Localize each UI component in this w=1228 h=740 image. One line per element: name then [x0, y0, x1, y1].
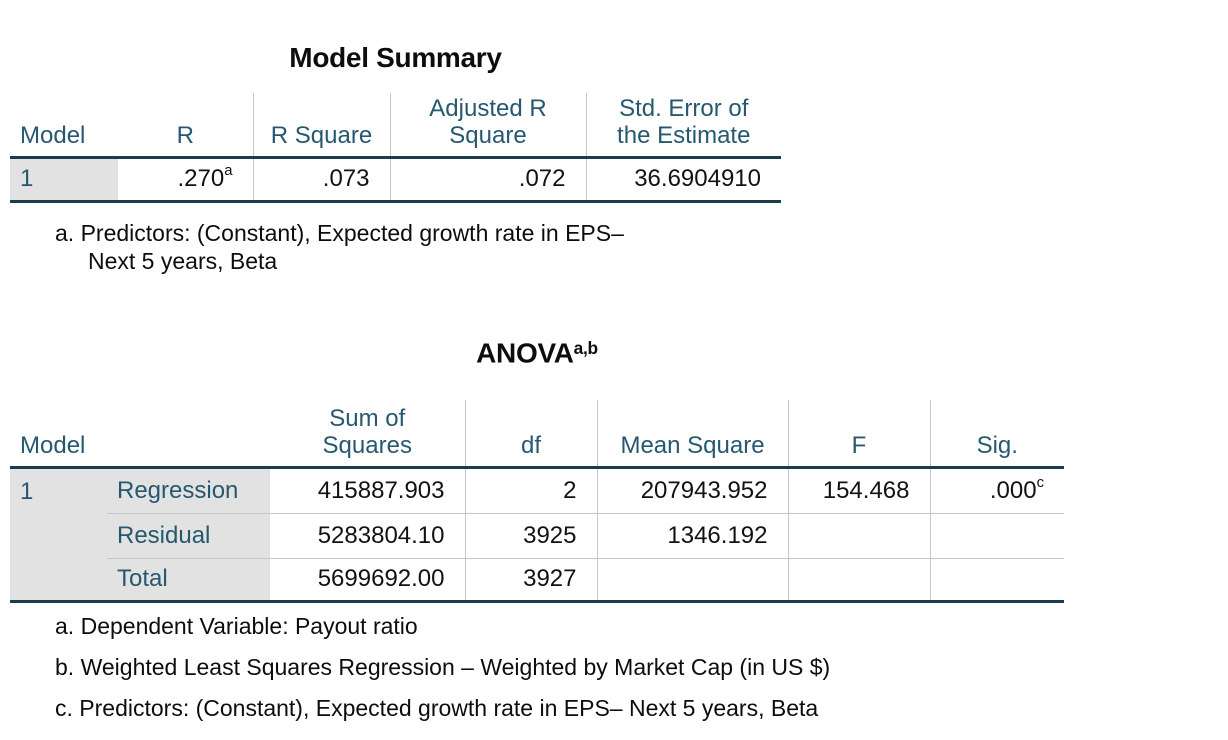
- column-header: Sum of Squares: [322, 404, 412, 459]
- footnote-marker: b.: [55, 654, 81, 680]
- table-row: Residual 5283804.10 3925 1346.192: [10, 512, 1064, 558]
- cell-value: [596, 557, 788, 601]
- cell-value: 207943.952: [596, 467, 788, 513]
- superscript-marker: c: [1036, 474, 1044, 491]
- cell-value: 3925: [464, 512, 597, 558]
- footnote: b. Weighted Least Squares Regression – W…: [55, 654, 831, 680]
- table-row: 1 Regression 415887.903 2 207943.952 154.468.…: [10, 467, 1064, 601]
- cell-value: 36.6904910: [585, 157, 781, 201]
- model-summary-footnotes: a. Predictors: (Constant), Expected grow…: [55, 219, 775, 288]
- cell-value: 415887.903: [317, 476, 445, 504]
- footnote: a. Predictors: (Constant), Expected grow…: [55, 220, 624, 274]
- column-header-model: Model: [20, 121, 86, 149]
- column-header: Adjusted R Square: [389, 93, 586, 157]
- cell-value: 5283804.10: [270, 512, 465, 558]
- model-summary-title: Model Summary: [289, 42, 502, 73]
- row-label: Residual: [107, 512, 270, 558]
- superscript-marker: a: [224, 163, 233, 180]
- column-header: df: [464, 400, 597, 467]
- column-header: F: [787, 400, 930, 467]
- column-header-model: Model: [20, 431, 86, 459]
- column-header: Mean Square: [596, 400, 788, 467]
- model-summary-table: Model R R Square Adjusted R Square Std. Error…: [10, 93, 781, 203]
- cell-value: .072: [389, 157, 586, 201]
- cell-value: .000c: [929, 467, 1064, 513]
- anova-footnotes: a. Dependent Variable: Payout ratio b. We…: [55, 612, 1055, 735]
- anova-table: Model Sum of Squares df Mean Square F Sig. 1 Re…: [10, 400, 1064, 603]
- footnote-marker: a.: [55, 220, 81, 246]
- row-label: 1: [10, 157, 118, 201]
- anova-body: 1 Regression 415887.903 2 207943.952 154.468.…: [10, 467, 1064, 601]
- cell-value: 3927: [464, 557, 597, 601]
- cell-value: 5699692.00: [270, 557, 465, 601]
- column-header: R Square: [252, 93, 390, 157]
- footnote-marker: a.: [55, 613, 81, 639]
- anova-header: Model Sum of Squares df Mean Square F Sig.: [10, 400, 1064, 467]
- table-row: 1 .270a .073.072 36.6904910: [10, 157, 781, 201]
- row-label: Total: [107, 557, 270, 601]
- footnote-marker: c.: [55, 695, 80, 721]
- cell-value: [787, 512, 930, 558]
- cell-value: [787, 557, 930, 601]
- cell-value: [929, 557, 1064, 601]
- cell-value: .270a: [177, 163, 233, 192]
- column-header: Std. Error of the Estimate: [585, 93, 781, 157]
- model-summary-body: 1 .270a .073.072 36.6904910: [10, 157, 781, 201]
- title-superscript: a,b: [573, 338, 598, 359]
- column-header: R: [176, 121, 194, 149]
- row-label: Regression: [107, 467, 270, 513]
- model-number-cell: 1: [10, 467, 107, 601]
- cell-value: .073: [252, 157, 390, 201]
- cell-value: [929, 512, 1064, 558]
- table-row: Total 5699692.00 3927: [10, 557, 1064, 601]
- footnote: a. Dependent Variable: Payout ratio: [55, 613, 418, 639]
- model-summary-header: Model R R Square Adjusted R Square Std. Error…: [10, 93, 781, 157]
- cell-value: 2: [464, 467, 597, 513]
- cell-value: 154.468: [787, 467, 930, 513]
- cell-value: 1346.192: [596, 512, 788, 558]
- column-header: Sig.: [929, 400, 1064, 467]
- footnote: c. Predictors: (Constant), Expected grow…: [55, 695, 819, 721]
- anova-title: ANOVAa,b: [476, 337, 598, 369]
